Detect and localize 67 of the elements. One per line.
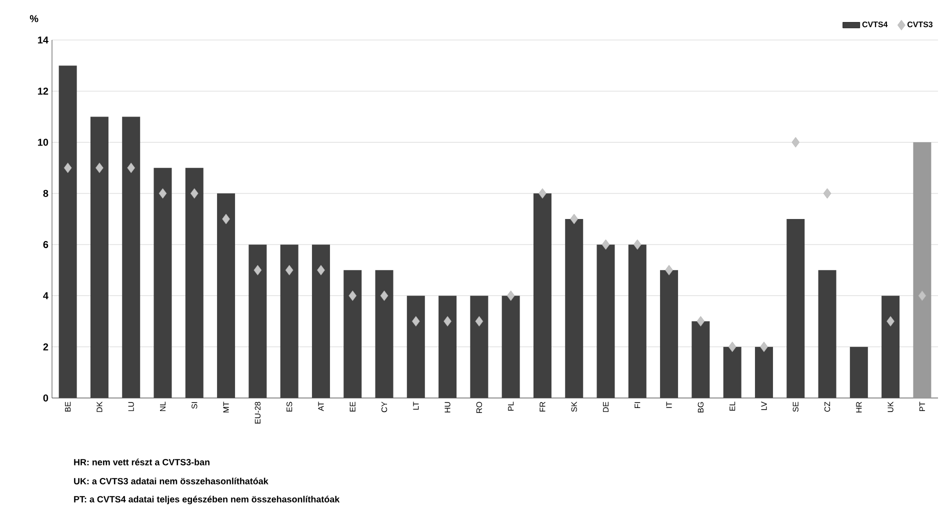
point <box>570 214 578 224</box>
bar <box>723 346 742 398</box>
bar <box>438 296 457 398</box>
bar <box>565 218 584 398</box>
point <box>475 316 484 326</box>
point <box>222 214 230 224</box>
bar <box>596 244 615 398</box>
bar <box>754 346 773 398</box>
bar <box>185 168 204 398</box>
bar <box>90 116 108 398</box>
point <box>602 239 610 250</box>
y-tick-label: 0 <box>43 394 48 402</box>
point <box>96 162 104 174</box>
y-tick-label: 10 <box>38 138 48 146</box>
text: UK: a CVTS3 adatai nem összehasonlíthatóak <box>74 478 268 484</box>
point <box>158 188 167 199</box>
point <box>760 342 768 352</box>
point <box>665 264 673 276</box>
y-axis-title: % <box>30 15 38 22</box>
text: HR: nem vett részt a CVTS3-ban <box>74 458 210 466</box>
bar <box>470 296 488 398</box>
point <box>190 188 198 199</box>
point <box>728 342 736 352</box>
point <box>538 188 546 199</box>
bar <box>850 346 868 398</box>
point <box>64 162 72 174</box>
bar <box>818 270 836 398</box>
bar <box>628 244 646 398</box>
y-tick-label: 14 <box>38 36 48 44</box>
point <box>412 316 420 326</box>
bar <box>122 116 140 398</box>
point <box>348 290 357 301</box>
bar <box>786 218 805 398</box>
point <box>696 316 705 326</box>
point <box>823 188 832 199</box>
point <box>127 162 136 174</box>
bar <box>280 244 298 398</box>
bar <box>217 193 236 398</box>
point <box>380 290 388 301</box>
y-tick-label: 4 <box>43 292 48 300</box>
bar <box>913 142 932 398</box>
point <box>886 316 894 326</box>
point <box>254 264 262 276</box>
bar <box>154 168 172 398</box>
y-tick-label: 12 <box>38 88 48 95</box>
y-tick-label: 2 <box>43 343 48 350</box>
bar <box>882 296 900 398</box>
point <box>317 264 325 276</box>
bar <box>344 270 362 398</box>
bar <box>58 66 77 398</box>
y-tick-label: 8 <box>43 190 48 197</box>
text: PT: a CVTS4 adatai teljes egészében nem összehasonlíthatóak <box>74 496 340 504</box>
point <box>918 290 926 301</box>
bar <box>502 296 520 398</box>
bar <box>660 270 678 398</box>
bar <box>692 321 710 398</box>
bar <box>248 244 267 398</box>
bar <box>375 270 394 398</box>
bar <box>312 244 330 398</box>
point <box>444 316 452 326</box>
y-tick-label: 6 <box>43 241 48 248</box>
point <box>506 290 515 301</box>
point <box>633 239 642 250</box>
bar <box>406 296 425 398</box>
bar <box>533 193 552 398</box>
point <box>792 137 800 148</box>
point <box>285 264 294 276</box>
